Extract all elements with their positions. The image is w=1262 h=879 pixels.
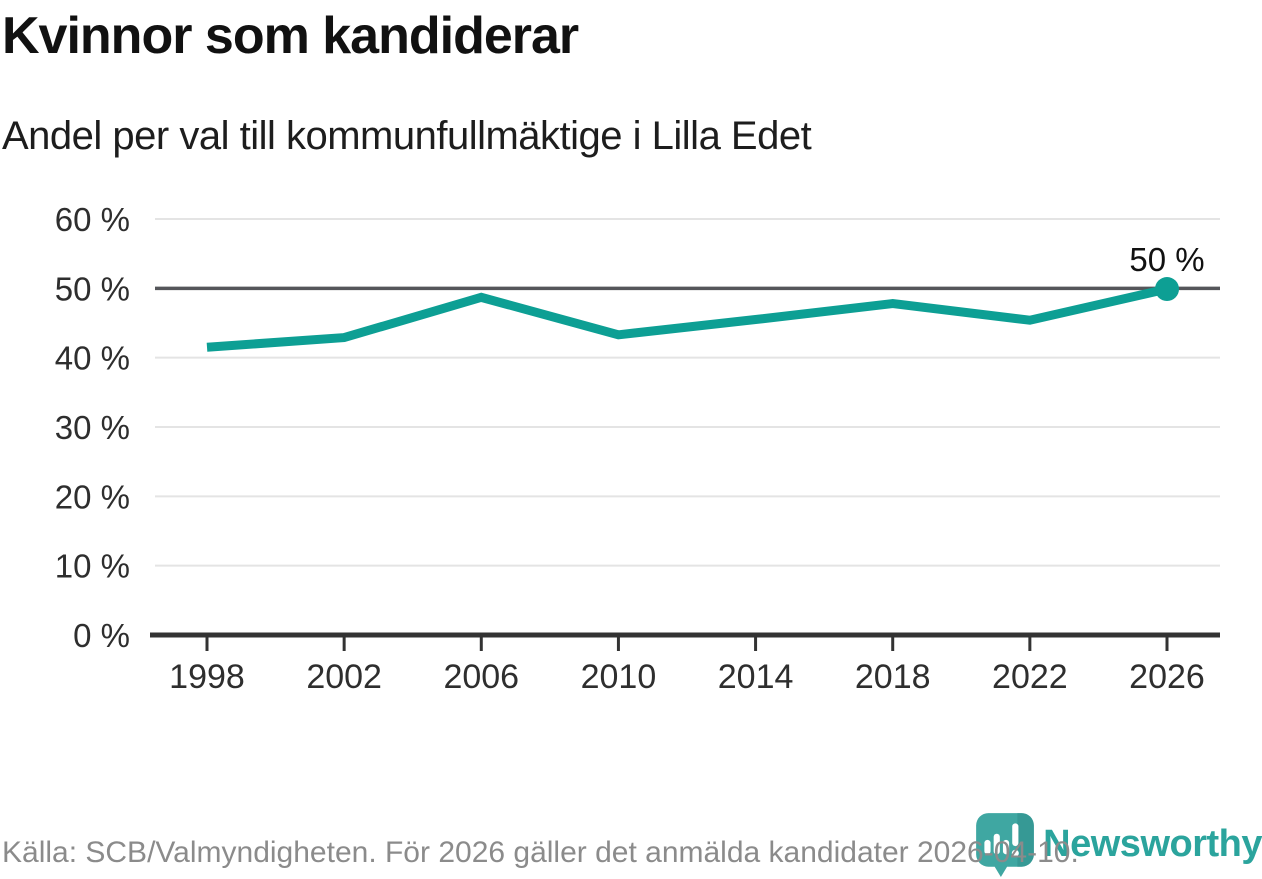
y-axis-tick-label: 50 % <box>55 270 130 307</box>
y-axis-tick-label: 20 % <box>55 478 130 515</box>
chart-svg: 0 % 10 % 20 % 30 % 40 % 50 % 60 % 1998 2002 2006 2… <box>55 201 1220 696</box>
y-axis-tick-label: 10 % <box>55 548 130 585</box>
brand: Newsworthy <box>972 811 1262 877</box>
source-note: Källa: SCB/Valmyndigheten. För 2026 gäll… <box>2 836 1079 869</box>
x-axis-tick-label: 2006 <box>443 658 519 696</box>
y-axis-tick-label: 30 % <box>55 409 130 446</box>
x-axis-tick-label: 2022 <box>992 658 1068 696</box>
chart-subtitle: Andel per val till kommunfullmäktige i L… <box>2 114 812 158</box>
x-axis-tick-label: 2018 <box>855 658 931 696</box>
line-chart: 0 % 10 % 20 % 30 % 40 % 50 % 60 % 1998 2002 2006 2… <box>0 190 1262 720</box>
end-point-label: 50 % <box>1129 241 1204 278</box>
x-axis-tick-label: 2002 <box>306 658 382 696</box>
x-axis-tick-label: 2026 <box>1129 658 1205 696</box>
x-axis-tick-label: 2014 <box>718 658 794 696</box>
y-axis-tick-label: 60 % <box>55 201 130 238</box>
y-axis-tick-label: 40 % <box>55 340 130 377</box>
x-axis-tick-label: 1998 <box>169 658 245 696</box>
y-axis-tick-label: 0 % <box>73 617 130 654</box>
end-point-dot <box>1155 277 1179 302</box>
chart-title: Kvinnor som kandiderar <box>2 7 579 65</box>
brand-name: Newsworthy <box>1043 822 1262 865</box>
newsworthy-logo-icon <box>976 813 1035 877</box>
data-line-andel-kvinnor-som-kandiderar <box>206 284 1168 352</box>
x-axis-tick-label: 2010 <box>581 658 657 696</box>
